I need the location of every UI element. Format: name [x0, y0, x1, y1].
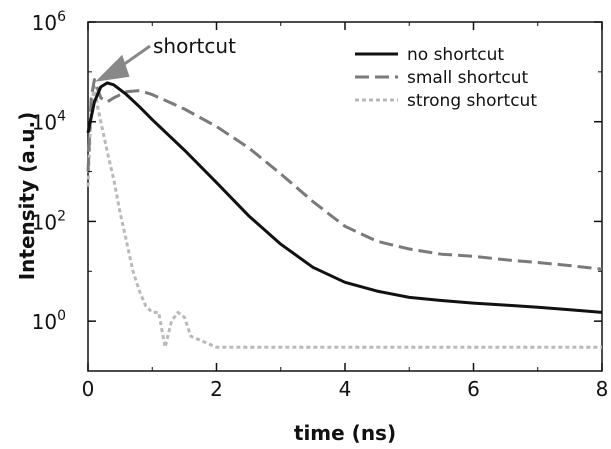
series-line-no-shortcut — [86, 81, 603, 314]
series-line-small-shortcut — [86, 78, 603, 271]
x-tick-label: 0 — [82, 377, 95, 401]
legend-label: strong shortcut — [407, 91, 537, 111]
legend-label: no shortcut — [407, 45, 504, 65]
series-line-strong-shortcut — [86, 85, 602, 349]
x-tick-label: 6 — [467, 377, 480, 401]
x-tick-label: 4 — [339, 377, 352, 401]
x-tick-label: 8 — [596, 377, 609, 401]
annotation-arrow — [95, 44, 151, 82]
x-axis-title: time (ns) — [294, 421, 396, 445]
x-axis: 0 2 4 6 8 — [82, 22, 609, 401]
y-axis-title: Intensity (a.u.) — [15, 112, 39, 281]
y-tick-label: 104 — [32, 109, 66, 135]
x-tick-label: 2 — [210, 377, 223, 401]
annotation-label: shortcut — [153, 34, 236, 58]
legend-label: small shortcut — [407, 68, 528, 88]
y-axis: 100 102 104 106 — [32, 9, 602, 372]
legend: no shortcut small shortcut strong shortcut — [355, 45, 537, 111]
shortcut-annotation: shortcut — [95, 34, 236, 82]
y-tick-label: 106 — [32, 9, 66, 35]
y-tick-label: 100 — [32, 308, 66, 334]
series-layer — [86, 78, 603, 349]
y-tick-label: 102 — [32, 208, 66, 234]
